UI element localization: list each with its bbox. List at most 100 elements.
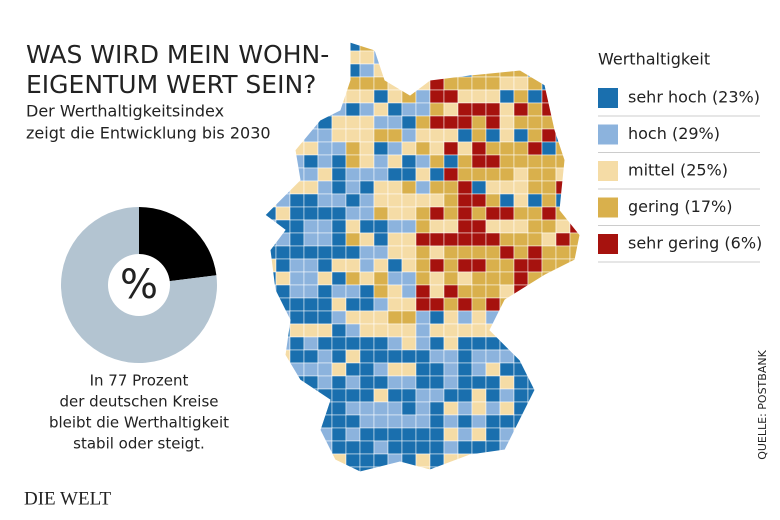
map-region: [415, 271, 431, 286]
map-region: [513, 323, 529, 338]
map-region: [401, 440, 417, 455]
map-region: [541, 167, 557, 182]
map-region: [527, 310, 543, 325]
map-region: [345, 167, 361, 182]
map-region: [401, 167, 417, 182]
map-region: [485, 141, 501, 156]
map-region: [457, 388, 473, 403]
map-region: [443, 297, 459, 312]
map-region: [527, 63, 543, 78]
map-region: [429, 297, 445, 312]
map-region: [429, 193, 445, 208]
map-region: [569, 180, 580, 195]
map-region: [265, 466, 277, 472]
map-region: [275, 141, 291, 156]
map-region: [457, 466, 473, 472]
map-region: [471, 271, 487, 286]
map-region: [345, 180, 361, 195]
map-region: [401, 310, 417, 325]
map-region: [527, 115, 543, 130]
map-region: [555, 50, 571, 65]
legend-label: sehr hoch (23%): [628, 88, 760, 107]
map-region: [429, 180, 445, 195]
map-region: [527, 102, 543, 117]
map-region: [471, 154, 487, 169]
map-region: [373, 375, 389, 390]
map-region: [485, 76, 501, 91]
map-region: [513, 115, 529, 130]
map-region: [569, 128, 580, 143]
map-region: [275, 102, 291, 117]
map-region: [499, 128, 515, 143]
map-region: [359, 258, 375, 273]
map-region: [415, 284, 431, 299]
map-region: [275, 375, 291, 390]
map-region: [317, 141, 333, 156]
map-region: [429, 42, 445, 52]
map-region: [345, 206, 361, 221]
map-region: [359, 50, 375, 65]
map-region: [443, 245, 459, 260]
map-region: [443, 89, 459, 104]
subtitle-line: Der Werthaltigkeitsindex: [26, 102, 224, 121]
map-region: [555, 271, 571, 286]
map-region: [499, 297, 515, 312]
map-region: [387, 401, 403, 416]
map-region: [499, 42, 515, 52]
map-region: [401, 414, 417, 429]
map-region: [275, 206, 291, 221]
source: QUELLE: POSTBANK: [756, 349, 769, 459]
map-region: [265, 349, 277, 364]
map-region: [485, 206, 501, 221]
map-region: [443, 466, 459, 472]
map-region: [345, 115, 361, 130]
map-region: [415, 180, 431, 195]
map-region: [303, 427, 319, 442]
map-region: [485, 375, 501, 390]
map-region: [513, 362, 529, 377]
map-region: [541, 141, 557, 156]
map-region: [401, 180, 417, 195]
map-region: [569, 414, 580, 429]
map-region: [303, 271, 319, 286]
map-region: [499, 388, 515, 403]
map-region: [303, 466, 319, 472]
map-region: [275, 466, 291, 472]
map-region: [555, 232, 571, 247]
map-region: [443, 128, 459, 143]
map-region: [387, 141, 403, 156]
map-region: [415, 219, 431, 234]
map-region: [541, 180, 557, 195]
map-region: [485, 42, 501, 52]
map-region: [289, 349, 305, 364]
map-region: [485, 349, 501, 364]
map-region: [275, 427, 291, 442]
map-region: [429, 271, 445, 286]
map-region: [289, 466, 305, 472]
map-region: [513, 271, 529, 286]
map-region: [415, 50, 431, 65]
map-region: [555, 336, 571, 351]
map-region: [429, 284, 445, 299]
map-region: [485, 50, 501, 65]
map-region: [373, 427, 389, 442]
map-region: [387, 89, 403, 104]
map-region: [317, 271, 333, 286]
map-region: [513, 427, 529, 442]
map-region: [513, 141, 529, 156]
map-region: [275, 388, 291, 403]
map-region: [387, 193, 403, 208]
map-region: [415, 102, 431, 117]
map-region: [485, 89, 501, 104]
map-region: [513, 466, 529, 472]
map-region: [303, 453, 319, 468]
map-region: [303, 193, 319, 208]
map-region: [289, 388, 305, 403]
legend: sehr hoch (23%) hoch (29%) mittel (25%) ger…: [598, 88, 762, 263]
map-region: [443, 232, 459, 247]
map-region: [485, 219, 501, 234]
map-region: [289, 193, 305, 208]
map-region: [513, 375, 529, 390]
map-region: [485, 232, 501, 247]
map-region: [429, 349, 445, 364]
